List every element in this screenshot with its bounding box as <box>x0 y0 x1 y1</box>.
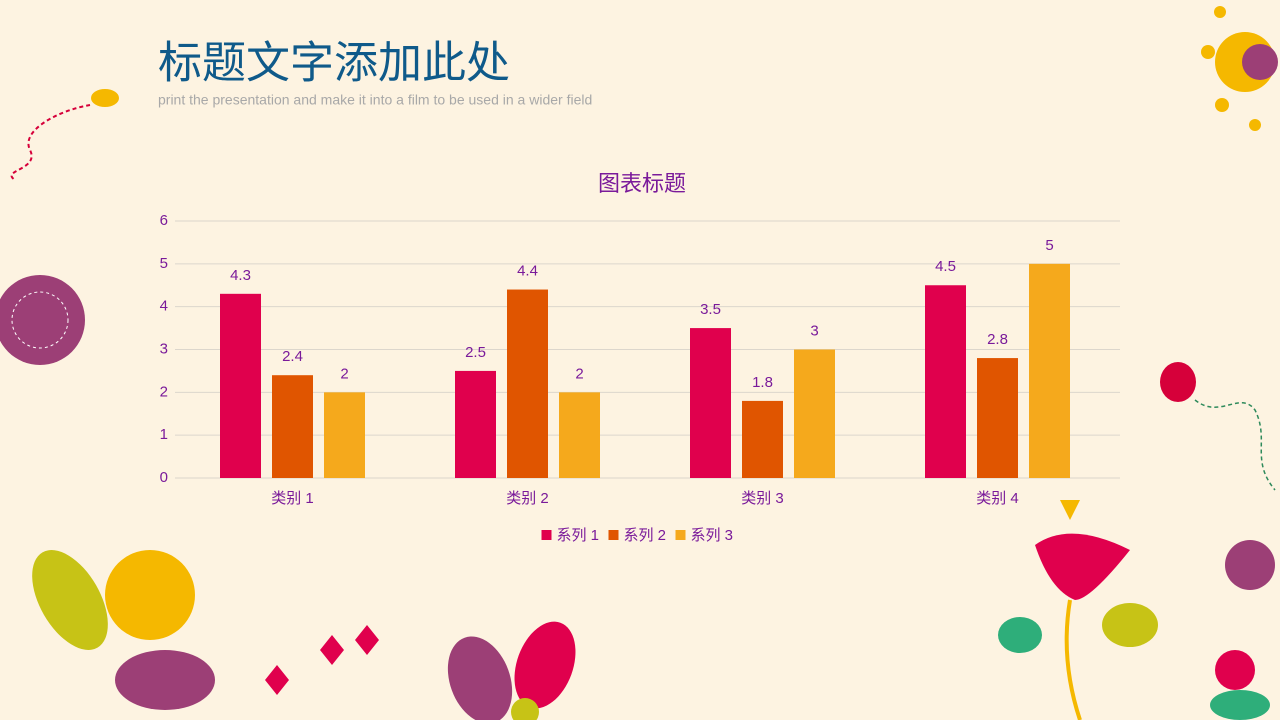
bar <box>272 375 313 478</box>
bar <box>324 392 365 478</box>
y-tick-label: 6 <box>160 212 168 229</box>
y-tick-label: 3 <box>160 340 168 357</box>
data-label: 1.8 <box>752 374 773 391</box>
data-label: 3 <box>810 322 818 339</box>
y-tick-label: 5 <box>160 255 168 272</box>
legend-label: 系列 3 <box>691 527 734 544</box>
data-label: 2 <box>340 365 348 382</box>
y-tick-label: 4 <box>160 298 168 315</box>
legend-label: 系列 1 <box>557 527 600 544</box>
data-label: 3.5 <box>700 301 721 318</box>
bar <box>507 289 548 478</box>
legend-swatch <box>675 530 686 540</box>
legend-swatch <box>608 530 619 540</box>
bar <box>1029 263 1070 478</box>
data-label: 2 <box>575 365 583 382</box>
data-label: 4.3 <box>230 267 251 284</box>
bar <box>742 400 783 478</box>
y-tick-label: 2 <box>160 383 168 400</box>
y-tick-label: 0 <box>160 469 168 486</box>
data-label: 4.4 <box>517 263 538 280</box>
x-tick-label: 类别 1 <box>271 490 314 507</box>
data-label: 5 <box>1045 237 1053 254</box>
bar <box>455 370 496 478</box>
bar <box>977 358 1018 478</box>
x-tick-label: 类别 2 <box>506 490 549 507</box>
bar <box>925 285 966 478</box>
chart-title: 图表标题 <box>598 171 686 196</box>
x-tick-label: 类别 3 <box>741 490 784 507</box>
bar <box>690 328 731 478</box>
x-tick-label: 类别 4 <box>976 490 1019 507</box>
slide-subtitle: print the presentation and make it into … <box>158 92 592 108</box>
bar <box>559 392 600 478</box>
legend-swatch <box>541 530 552 540</box>
data-label: 2.4 <box>282 348 303 365</box>
slide-title: 标题文字添加此处 <box>158 39 510 88</box>
decoration <box>0 6 1278 720</box>
legend-label: 系列 2 <box>624 527 667 544</box>
y-tick-label: 1 <box>160 426 168 443</box>
bar <box>794 349 835 478</box>
data-label: 2.8 <box>987 331 1008 348</box>
data-label: 2.5 <box>465 344 486 361</box>
bar <box>220 293 261 478</box>
data-label: 4.5 <box>935 258 956 275</box>
